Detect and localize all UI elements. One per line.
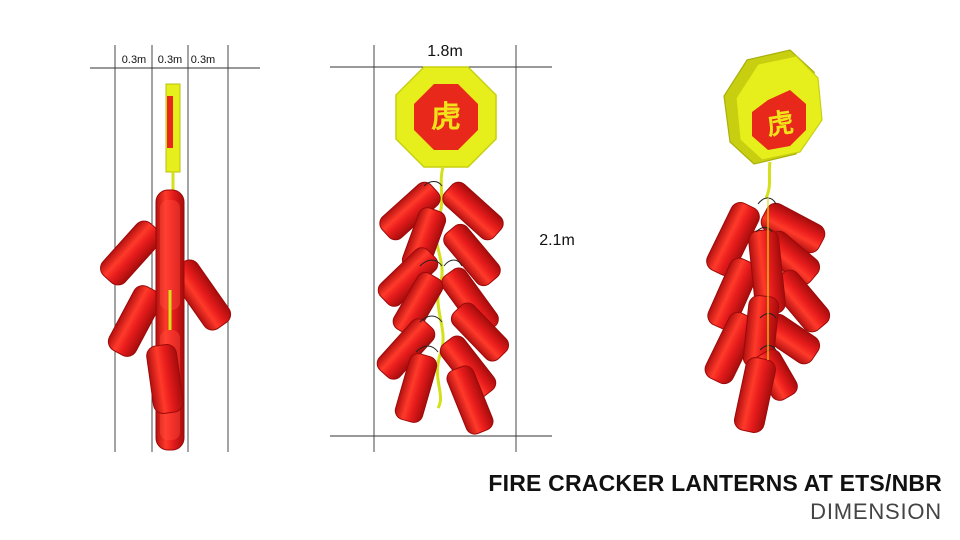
perspective-fuse [764, 161, 772, 199]
front-crackers [376, 181, 510, 435]
perspective-sign-glyph: 虎 [765, 107, 796, 141]
page-title: FIRE CRACKER LANTERNS AT ETS/NBR [488, 470, 942, 496]
front-sign: 虎 [395, 66, 497, 168]
side-cracker-4 [146, 344, 184, 414]
front-height-label: 2.1m [539, 232, 575, 249]
side-dim-label-1: 0.3m [122, 54, 146, 66]
side-dim-label-3: 0.3m [191, 54, 215, 66]
perspective-view: 虎 [704, 49, 831, 433]
front-cracker-2 [442, 181, 504, 241]
front-view: 1.8m 2.1m 虎 [330, 43, 575, 452]
persp-cracker-4 [707, 257, 759, 331]
front-sign-glyph: 虎 [431, 100, 461, 135]
front-wicks [415, 181, 463, 353]
front-cracker-12 [446, 365, 494, 435]
perspective-sign-inner [752, 90, 806, 150]
front-cracker-7 [392, 272, 444, 336]
side-crackers [100, 189, 232, 451]
side-cracker-1 [100, 220, 162, 286]
side-dim-label-2: 0.3m [158, 54, 182, 66]
perspective-sign: 虎 [723, 49, 823, 165]
persp-cracker-1 [706, 202, 760, 276]
side-sign-plate [165, 83, 181, 173]
side-cracker-3 [107, 285, 163, 357]
persp-cracker-11 [733, 357, 777, 433]
front-cracker-8 [450, 302, 510, 362]
page-subtitle: DIMENSION [810, 499, 942, 524]
front-sign-inner [414, 84, 478, 150]
front-cracker-11 [394, 353, 438, 423]
front-width-label: 1.8m [427, 43, 463, 60]
side-view: 0.3m 0.3m 0.3m [90, 45, 260, 452]
